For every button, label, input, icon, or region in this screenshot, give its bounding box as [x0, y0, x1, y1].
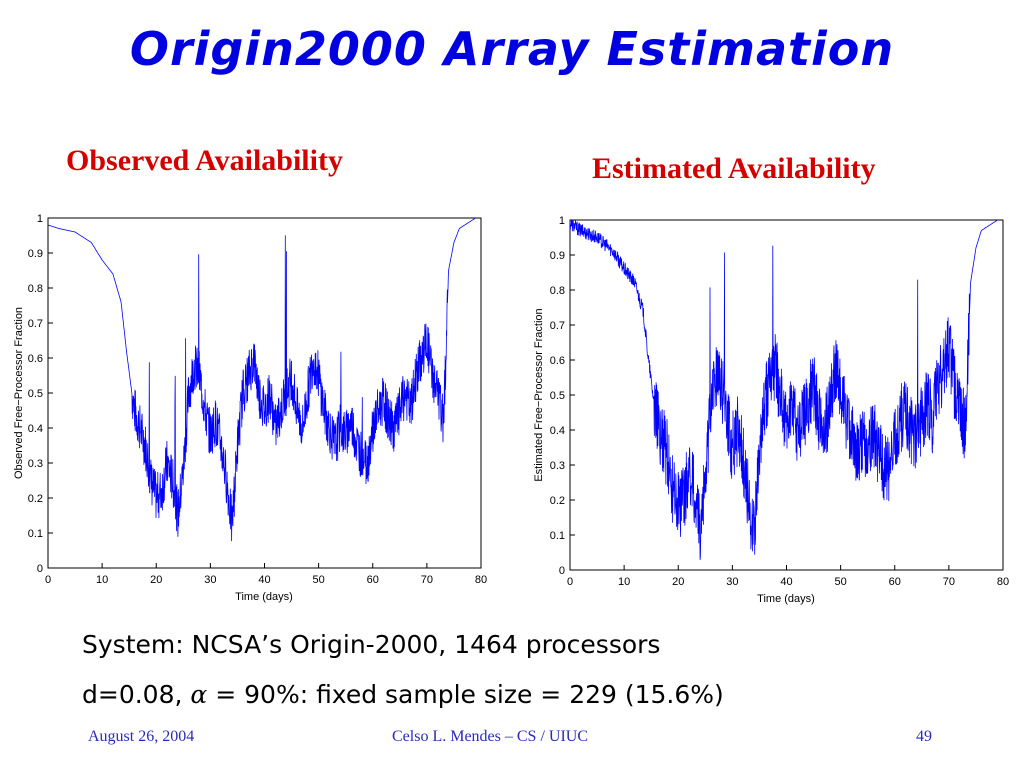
observed-availability-chart: 0 0.1 0.2 0.3 0.4 0.5 0.6 0.7 0.8 0.9 1 0 10 20 30 40 5… [13, 213, 487, 603]
y-tick-label: 0.3 [550, 460, 565, 472]
x-tick-label: 20 [672, 576, 684, 588]
observed-chart-heading: Observed Availability [66, 144, 343, 177]
y-tick-label: 0.8 [550, 285, 565, 297]
x-tick-label: 70 [421, 574, 433, 586]
y-tick-label: 0.5 [550, 390, 565, 402]
y-tick-label: 0.9 [28, 248, 43, 260]
y-tick-label: 0.8 [28, 283, 43, 295]
y-tick-label: 0.3 [28, 458, 43, 470]
y-tick-label: 0.6 [28, 353, 43, 365]
x-tick-label: 0 [45, 574, 51, 586]
y-tick-labels: 0 0.1 0.2 0.3 0.4 0.5 0.6 0.7 0.8 0.9 1 [28, 213, 53, 575]
slide-title: Origin2000 Array Estimation [129, 22, 895, 76]
y-tick-label: 1 [37, 213, 43, 225]
y-tick-label: 0.9 [550, 250, 565, 262]
y-tick-label: 0.6 [550, 355, 565, 367]
estimated-availability-chart: 0 0.1 0.2 0.3 0.4 0.5 0.6 0.7 0.8 0.9 1 0 10 20 30 40 5… [533, 215, 1009, 605]
x-tick-label: 10 [618, 576, 630, 588]
y-tick-label: 0.2 [28, 493, 43, 505]
y-tick-label: 0 [559, 565, 565, 577]
x-tick-label: 60 [889, 576, 901, 588]
x-tick-label: 30 [726, 576, 738, 588]
params-suffix: = 90%: fixed sample size = 229 (15.6%) [215, 680, 724, 709]
footer-author: Celso L. Mendes – CS / UIUC [392, 728, 588, 745]
x-tick-label: 60 [367, 574, 379, 586]
y-tick-label: 0.1 [550, 530, 565, 542]
y-tick-label: 0 [37, 563, 43, 575]
y-tick-label: 0.7 [550, 320, 565, 332]
footer-date: August 26, 2004 [88, 728, 195, 745]
estimated-series-line [569, 218, 998, 560]
y-tick-label: 0.5 [28, 388, 43, 400]
y-axis-label: Observed Free−Processor Fraction [13, 307, 25, 479]
y-tick-label: 1 [559, 215, 565, 227]
params-prefix: d=0.08, [82, 680, 183, 709]
x-tick-label: 80 [475, 574, 487, 586]
y-tick-label: 0.2 [550, 495, 565, 507]
y-tick-label: 0.7 [28, 318, 43, 330]
x-tick-label: 40 [258, 574, 270, 586]
y-tick-label: 0.4 [550, 425, 565, 437]
y-axis-label: Estimated Free−Processor Fraction [533, 308, 545, 481]
x-tick-label: 80 [997, 576, 1009, 588]
x-tick-label: 50 [835, 576, 847, 588]
footer-page-number: 49 [916, 728, 932, 745]
x-tick-label: 0 [567, 576, 573, 588]
plot-frame [569, 219, 1004, 571]
system-description: System: NCSA’s Origin-2000, 1464 process… [82, 630, 661, 659]
x-tick-labels: 0 10 20 30 40 50 60 70 80 [567, 565, 1009, 588]
x-tick-label: 40 [780, 576, 792, 588]
x-axis-label: Time (days) [757, 593, 815, 605]
x-tick-label: 70 [943, 576, 955, 588]
x-axis-label: Time (days) [235, 591, 293, 603]
observed-series-line [47, 217, 476, 542]
alpha-symbol: α [190, 680, 208, 709]
y-tick-labels: 0 0.1 0.2 0.3 0.4 0.5 0.6 0.7 0.8 0.9 1 [550, 215, 575, 577]
y-tick-label: 0.1 [28, 528, 43, 540]
x-tick-label: 50 [313, 574, 325, 586]
x-tick-label: 30 [204, 574, 216, 586]
x-tick-label: 10 [96, 574, 108, 586]
sample-parameters: d=0.08, α = 90%: fixed sample size = 229… [82, 680, 724, 709]
x-tick-label: 20 [150, 574, 162, 586]
y-tick-label: 0.4 [28, 423, 43, 435]
x-tick-labels: 0 10 20 30 40 50 60 70 80 [45, 563, 487, 586]
estimated-chart-heading: Estimated Availability [592, 152, 876, 185]
